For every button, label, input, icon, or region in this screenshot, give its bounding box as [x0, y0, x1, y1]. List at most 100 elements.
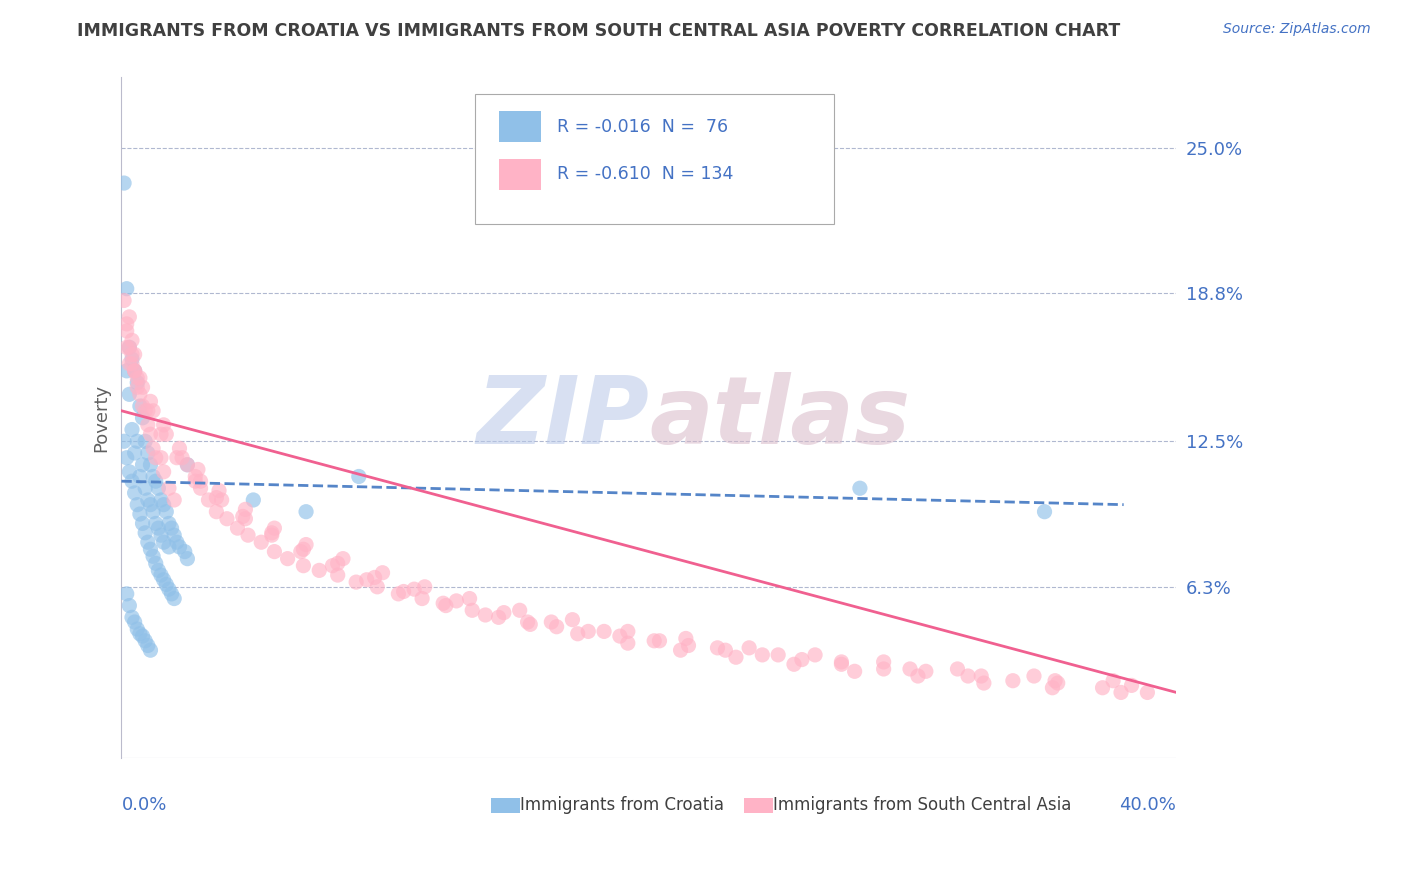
Point [263, 521, 285, 535]
Point [148, 481, 170, 495]
Point [134, 525, 156, 540]
Point [260, 528, 283, 542]
Point [187, 462, 209, 476]
Point [176, 551, 198, 566]
Point [145, 516, 167, 531]
Point [136, 417, 159, 432]
Point [363, 570, 385, 584]
Point [332, 551, 354, 566]
Point [804, 648, 827, 662]
Point [129, 371, 152, 385]
Point [121, 610, 143, 624]
Point [129, 626, 152, 640]
Point [184, 474, 207, 488]
Point [127, 622, 149, 636]
Point [129, 387, 152, 401]
Point [519, 617, 541, 632]
Point [593, 624, 616, 639]
Point [946, 662, 969, 676]
Point [326, 568, 349, 582]
Point [118, 465, 141, 479]
Point [169, 442, 191, 456]
Point [1121, 678, 1143, 692]
Text: R = -0.016  N =  76: R = -0.016 N = 76 [557, 118, 728, 136]
Point [127, 376, 149, 390]
Point [145, 557, 167, 571]
Point [849, 481, 872, 495]
Point [157, 481, 180, 495]
Point [115, 324, 138, 338]
Point [516, 615, 538, 629]
Point [366, 580, 388, 594]
Point [112, 176, 135, 190]
Point [121, 474, 143, 488]
Point [347, 469, 370, 483]
Point [190, 481, 212, 495]
Point [957, 669, 980, 683]
Point [509, 603, 531, 617]
Point [844, 665, 866, 679]
Point [127, 498, 149, 512]
Point [129, 507, 152, 521]
Point [157, 540, 180, 554]
Point [387, 587, 409, 601]
Point [1042, 681, 1064, 695]
Point [540, 615, 562, 629]
FancyBboxPatch shape [499, 159, 541, 190]
Point [163, 528, 186, 542]
Point [413, 580, 436, 594]
Point [134, 481, 156, 495]
Point [112, 293, 135, 308]
Point [152, 417, 174, 432]
Point [160, 521, 183, 535]
Point [124, 364, 146, 378]
Point [176, 458, 198, 472]
Point [474, 607, 496, 622]
FancyBboxPatch shape [475, 95, 834, 224]
Point [184, 469, 207, 483]
Point [134, 434, 156, 449]
Point [115, 317, 138, 331]
Point [157, 516, 180, 531]
Point [150, 427, 173, 442]
Point [488, 610, 510, 624]
Text: Source: ZipAtlas.com: Source: ZipAtlas.com [1223, 22, 1371, 37]
Point [783, 657, 806, 672]
Point [211, 492, 233, 507]
Point [121, 347, 143, 361]
Text: R = -0.610  N = 134: R = -0.610 N = 134 [557, 165, 734, 184]
Point [142, 442, 165, 456]
Point [136, 639, 159, 653]
Point [115, 364, 138, 378]
Point [118, 340, 141, 354]
Point [295, 537, 318, 551]
Point [124, 615, 146, 629]
Point [121, 352, 143, 367]
Point [898, 662, 921, 676]
Point [142, 469, 165, 483]
Point [152, 573, 174, 587]
Point [263, 544, 285, 558]
Point [236, 528, 259, 542]
Point [446, 594, 468, 608]
Point [434, 599, 457, 613]
Point [160, 587, 183, 601]
Point [139, 643, 162, 657]
Point [235, 502, 257, 516]
Point [492, 606, 515, 620]
Point [1136, 685, 1159, 699]
Point [235, 512, 257, 526]
Point [669, 643, 692, 657]
Point [907, 669, 929, 683]
Point [118, 340, 141, 354]
Point [648, 633, 671, 648]
Point [321, 558, 343, 573]
Point [617, 636, 640, 650]
Point [432, 596, 454, 610]
Point [150, 528, 173, 542]
Point [411, 591, 433, 606]
Point [118, 310, 141, 324]
Point [148, 563, 170, 577]
Point [1033, 505, 1056, 519]
Point [872, 662, 894, 676]
